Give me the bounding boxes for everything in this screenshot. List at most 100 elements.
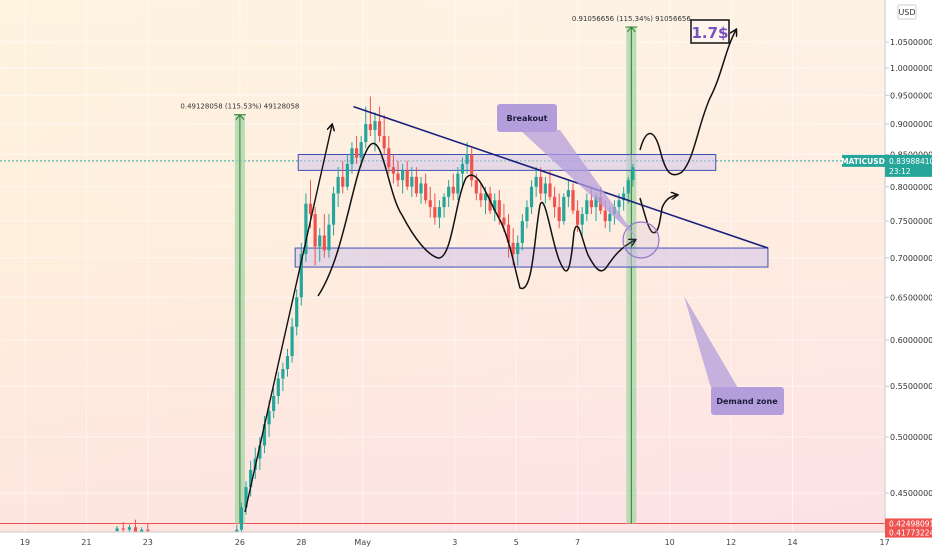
level-price-badge <box>885 518 932 529</box>
candle-body <box>327 224 331 251</box>
candle-body <box>146 529 150 531</box>
candle-body <box>304 203 308 255</box>
x-tick-label: 23 <box>143 538 153 547</box>
candle-body <box>456 173 460 194</box>
candle-body <box>437 207 442 218</box>
candle-body <box>341 176 345 187</box>
candle-body <box>262 424 267 446</box>
candle-body <box>493 200 497 211</box>
candle-body <box>377 121 382 137</box>
target-label-box[interactable] <box>690 19 730 44</box>
breakout-projection <box>639 195 677 234</box>
x-tick-label: 28 <box>296 538 306 547</box>
candle-body <box>267 410 271 425</box>
x-tick-label: 21 <box>81 538 91 547</box>
candle-body <box>308 203 313 215</box>
candle-body <box>318 235 322 247</box>
symbol-badge-label: MATICUSD <box>841 157 885 166</box>
candle-body <box>580 214 584 225</box>
level-price-text: 0.42498091 <box>889 519 932 528</box>
candle-body <box>419 183 423 194</box>
candle-body <box>470 154 474 181</box>
x-tick-label: 17 <box>880 538 890 547</box>
candle-body <box>299 254 303 298</box>
candle-body <box>405 170 409 187</box>
candle-body <box>336 176 340 194</box>
demand-callout-box[interactable] <box>711 387 784 415</box>
candle-body <box>594 196 598 208</box>
candle-body <box>506 224 511 243</box>
candle-body <box>359 142 363 158</box>
candle-body <box>127 527 131 530</box>
candle-body <box>529 186 534 208</box>
candle-body <box>474 180 478 194</box>
candle-body <box>534 176 538 187</box>
candle-body <box>576 210 580 225</box>
candle-body <box>387 148 391 168</box>
wave-path <box>317 142 635 297</box>
breakout-callout-box[interactable] <box>497 104 557 132</box>
candle-body <box>364 124 368 143</box>
candle-body <box>617 200 621 208</box>
current-price-badge <box>885 154 932 177</box>
trendline <box>353 105 769 249</box>
candle-body <box>479 193 483 201</box>
level-price-text: 0.41773224 <box>889 529 932 538</box>
candle-body <box>571 190 575 211</box>
breakout-callout-tail <box>520 130 637 238</box>
candle-body <box>428 200 432 208</box>
x-tick-label: 26 <box>235 538 245 547</box>
candle-body <box>244 487 248 508</box>
candle-body <box>608 214 612 222</box>
candle-body <box>460 163 465 174</box>
candle-body <box>483 193 488 201</box>
measure-label: 0.49128058 (115.53%) 49128058 <box>180 103 299 111</box>
candle-body <box>424 183 428 201</box>
currency-button[interactable] <box>897 4 917 20</box>
candle-body <box>511 242 515 255</box>
countdown-text: 23:12 <box>889 167 911 176</box>
price-axis-background <box>885 0 932 550</box>
candle-body <box>281 369 285 379</box>
candle-body <box>350 148 354 164</box>
demand-callout-label: Demand zone <box>716 397 778 406</box>
candle-body <box>557 207 561 222</box>
currency-label: USD <box>898 8 915 17</box>
candle-body <box>368 124 372 131</box>
candle-body <box>276 378 280 396</box>
candle-body <box>290 326 294 357</box>
target-projection <box>639 30 736 176</box>
candle-body <box>543 183 547 194</box>
time-axis[interactable]: 19 21 23 26 28 May 3 5 7 10 12 14 17 <box>20 538 890 547</box>
candle-body <box>414 176 419 194</box>
candle-body <box>285 356 290 370</box>
candle-body <box>442 196 446 208</box>
candle-body <box>502 217 506 225</box>
hand-drawings <box>244 30 736 513</box>
candle-body <box>373 121 377 131</box>
candle-body <box>451 186 455 194</box>
candle-body <box>447 186 451 197</box>
x-tick-label: 7 <box>575 538 580 547</box>
x-tick-label: 14 <box>787 538 797 547</box>
measure-tools: 0.49128058 (115.53%) 49128058 0.91056656 … <box>180 15 691 524</box>
candle-body <box>465 154 469 164</box>
candle-body <box>121 528 125 530</box>
descending-trendline[interactable] <box>353 105 769 249</box>
candle-body <box>516 242 520 255</box>
candle-body <box>631 167 635 181</box>
candle-body <box>433 207 437 218</box>
candle-body <box>603 210 607 222</box>
y-tick-label: 1.05000000 <box>890 38 932 47</box>
candle-body <box>133 527 138 533</box>
